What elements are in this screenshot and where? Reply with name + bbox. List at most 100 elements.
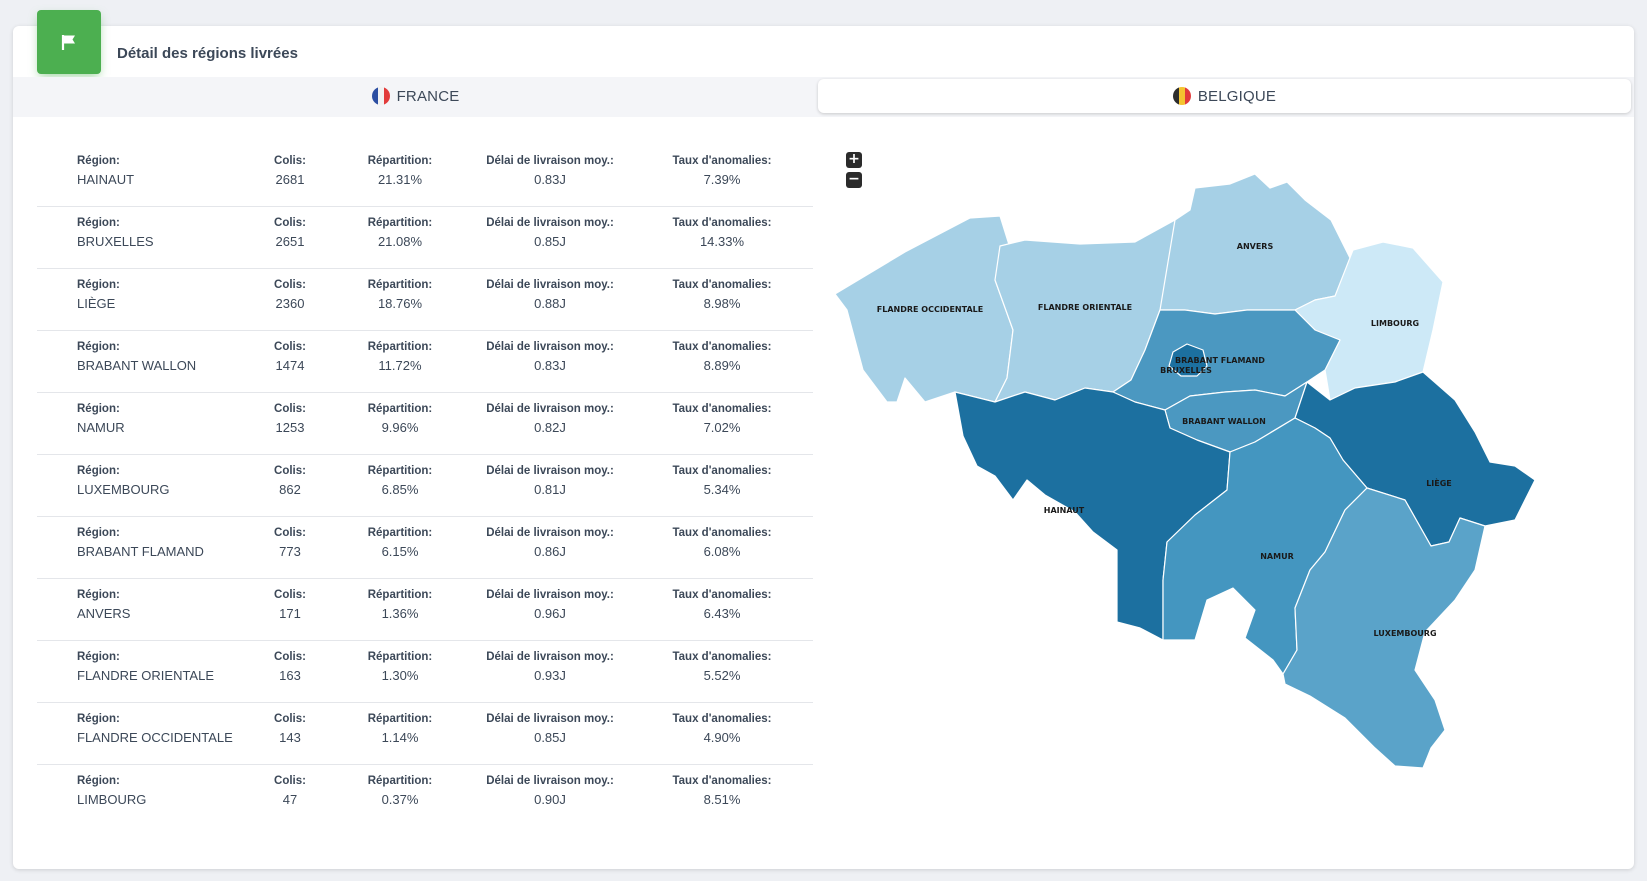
cell-repartition: Répartition: 6.85% xyxy=(355,465,445,497)
cell-taux: Taux d'anomalies: 8.89% xyxy=(667,341,777,373)
cell-value-taux: 5.52% xyxy=(703,668,741,683)
region-luxembourg[interactable] xyxy=(1282,487,1486,769)
cell-value-repartition: 18.76% xyxy=(377,296,423,311)
zoom-in-button[interactable]: + xyxy=(846,152,862,168)
map-label-liege: LIÈGE xyxy=(1426,477,1452,488)
flag-icon xyxy=(61,35,75,50)
cell-value-colis: 143 xyxy=(279,730,301,745)
map-label-bruxelles: BRUXELLES xyxy=(1160,366,1212,375)
cell-repartition: Répartition: 6.15% xyxy=(355,527,445,559)
cell-value-repartition: 9.96% xyxy=(381,420,419,435)
cell-region: Région: LIÈGE xyxy=(77,279,120,311)
cell-label-colis: Colis: xyxy=(274,775,306,787)
cell-taux: Taux d'anomalies: 5.52% xyxy=(667,651,777,683)
cell-value-delai: 0.83J xyxy=(534,172,566,187)
cell-value-region: BRABANT WALLON xyxy=(77,358,197,373)
cell-value-repartition: 11.72% xyxy=(378,358,422,373)
france-flag-icon xyxy=(371,87,390,105)
cell-value-delai: 0.83J xyxy=(534,358,566,373)
region-bruxelles[interactable] xyxy=(1168,343,1208,377)
cell-label-taux: Taux d'anomalies: xyxy=(672,713,772,725)
tab-belgique[interactable]: BELGIQUE xyxy=(818,79,1631,113)
cell-label-region: Région: xyxy=(77,465,120,477)
cell-taux: Taux d'anomalies: 8.51% xyxy=(667,775,777,807)
cell-repartition: Répartition: 18.76% xyxy=(355,279,445,311)
cell-region: Région: ANVERS xyxy=(77,589,130,621)
cell-value-region: NAMUR xyxy=(77,420,125,435)
cell-value-delai: 0.82J xyxy=(534,420,566,435)
cell-label-taux: Taux d'anomalies: xyxy=(672,775,772,787)
map-label-limbourg: LIMBOURG xyxy=(1371,319,1419,328)
cell-value-delai: 0.90J xyxy=(534,792,566,807)
cell-repartition: Répartition: 11.72% xyxy=(355,341,445,373)
cell-label-repartition: Répartition: xyxy=(367,341,433,353)
cell-value-taux: 8.89% xyxy=(703,358,741,373)
cell-label-region: Région: xyxy=(77,341,120,353)
cell-label-delai: Délai de livraison moy.: xyxy=(486,279,614,291)
map-label-flandre-orientale: FLANDRE ORIENTALE xyxy=(1038,303,1132,312)
regions-table: Région: HAINAUT Colis: 2681 Répartition: 21.3… xyxy=(37,145,813,826)
cell-label-colis: Colis: xyxy=(274,403,306,415)
cell-label-delai: Délai de livraison moy.: xyxy=(486,775,614,787)
cell-region: Région: BRABANT FLAMAND xyxy=(77,527,204,559)
cell-value-colis: 1253 xyxy=(275,420,305,435)
cell-value-colis: 163 xyxy=(279,668,301,683)
cell-delai: Délai de livraison moy.: 0.93J xyxy=(475,651,625,683)
zoom-out-button[interactable]: − xyxy=(846,172,862,188)
cell-value-taux: 8.98% xyxy=(703,296,741,311)
cell-label-region: Région: xyxy=(77,403,120,415)
cell-label-repartition: Répartition: xyxy=(367,217,433,229)
cell-value-colis: 862 xyxy=(279,482,301,497)
cell-value-region: LUXEMBOURG xyxy=(77,482,170,497)
tab-france[interactable]: FRANCE xyxy=(13,79,818,113)
cell-taux: Taux d'anomalies: 5.34% xyxy=(667,465,777,497)
cell-value-repartition: 6.15% xyxy=(381,544,419,559)
cell-label-taux: Taux d'anomalies: xyxy=(672,465,772,477)
table-row: Région: BRABANT WALLON Colis: 1474 Répartiti… xyxy=(37,331,813,393)
cell-label-repartition: Répartition: xyxy=(367,403,433,415)
cell-colis: Colis: 1474 xyxy=(265,341,315,373)
cell-region: Région: NAMUR xyxy=(77,403,125,435)
cell-label-delai: Délai de livraison moy.: xyxy=(486,527,614,539)
cell-label-colis: Colis: xyxy=(274,155,306,167)
cell-label-repartition: Répartition: xyxy=(367,155,433,167)
cell-taux: Taux d'anomalies: 6.43% xyxy=(667,589,777,621)
cell-value-repartition: 21.08% xyxy=(377,234,423,249)
cell-value-colis: 47 xyxy=(282,792,298,807)
cell-delai: Délai de livraison moy.: 0.83J xyxy=(475,155,625,187)
cell-label-repartition: Répartition: xyxy=(367,589,433,601)
cell-taux: Taux d'anomalies: 4.90% xyxy=(667,713,777,745)
cell-value-region: ANVERS xyxy=(77,606,131,621)
cell-label-region: Région: xyxy=(77,155,120,167)
cell-delai: Délai de livraison moy.: 0.83J xyxy=(475,341,625,373)
table-row: Région: LUXEMBOURG Colis: 862 Répartition: 6.… xyxy=(37,455,813,517)
cell-taux: Taux d'anomalies: 8.98% xyxy=(667,279,777,311)
cell-value-colis: 773 xyxy=(279,544,301,559)
cell-label-taux: Taux d'anomalies: xyxy=(672,341,772,353)
cell-value-colis: 1474 xyxy=(275,358,305,373)
map-label-hainaut: HAINAUT xyxy=(1044,506,1085,515)
table-row: Région: LIMBOURG Colis: 47 Répartition: 0.37%… xyxy=(37,765,813,826)
cell-value-repartition: 1.14% xyxy=(381,730,419,745)
cell-label-colis: Colis: xyxy=(274,651,306,663)
table-row: Région: FLANDRE ORIENTALE Colis: 163 Réparti… xyxy=(37,641,813,703)
cell-label-delai: Délai de livraison moy.: xyxy=(486,465,614,477)
cell-label-taux: Taux d'anomalies: xyxy=(672,403,772,415)
cell-label-delai: Délai de livraison moy.: xyxy=(486,589,614,601)
cell-region: Région: BRUXELLES xyxy=(77,217,154,249)
cell-delai: Délai de livraison moy.: 0.85J xyxy=(475,217,625,249)
cell-label-taux: Taux d'anomalies: xyxy=(672,651,772,663)
cell-colis: Colis: 2681 xyxy=(265,155,315,187)
cell-label-colis: Colis: xyxy=(274,713,306,725)
cell-value-taux: 5.34% xyxy=(703,482,741,497)
cell-value-colis: 2681 xyxy=(275,172,305,187)
cell-value-taux: 6.43% xyxy=(703,606,741,621)
map-label-flandre-occidentale: FLANDRE OCCIDENTALE xyxy=(877,305,983,314)
cell-label-delai: Délai de livraison moy.: xyxy=(486,403,614,415)
belgium-map: FLANDRE OCCIDENTALE FLANDRE ORIENTALE AN… xyxy=(835,173,1536,769)
cell-colis: Colis: 171 xyxy=(265,589,315,621)
cell-taux: Taux d'anomalies: 14.33% xyxy=(667,217,777,249)
table-row: Région: BRUXELLES Colis: 2651 Répartition: 21… xyxy=(37,207,813,269)
cell-value-region: BRABANT FLAMAND xyxy=(77,544,204,559)
cell-label-taux: Taux d'anomalies: xyxy=(672,527,772,539)
